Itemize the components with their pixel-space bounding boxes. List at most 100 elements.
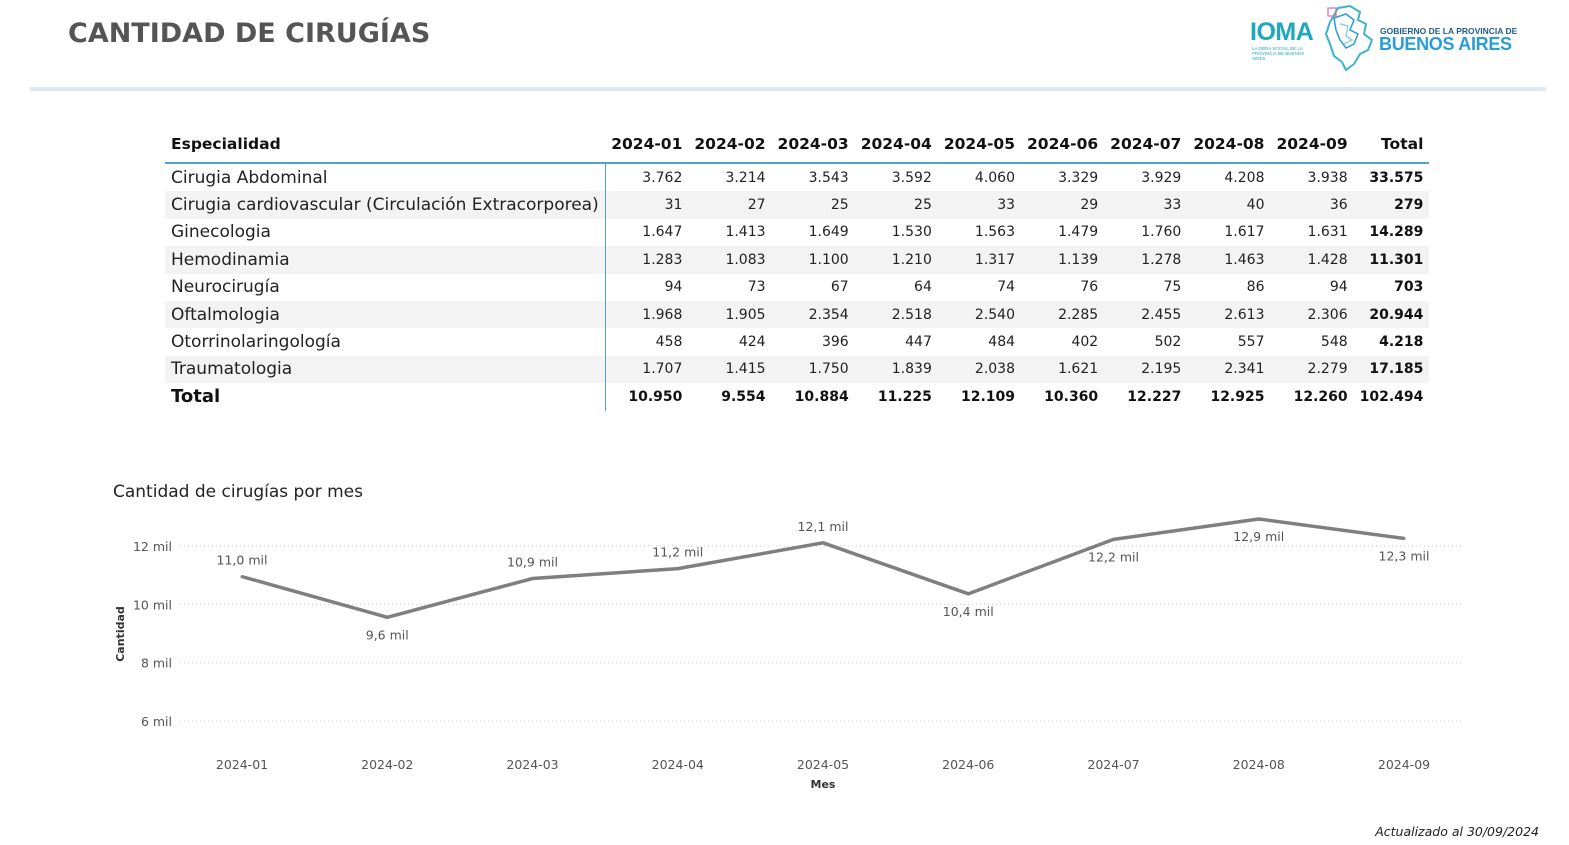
table-cell: 502 [1154, 334, 1182, 351]
table-row[interactable]: Cirugia Abdominal 3.762 3.214 3.543 3.592 4.0… [165, 163, 1429, 192]
table-cell: 12.109 [960, 388, 1016, 405]
table-cell: 12.260 [1293, 388, 1348, 405]
column-header-month[interactable]: 2024-07 [1104, 126, 1188, 164]
column-header-month[interactable]: 2024-03 [771, 126, 855, 164]
column-header-month[interactable]: 2024-02 [688, 126, 772, 164]
page-title: CANTIDAD DE CIRUGÍAS [68, 18, 431, 49]
x-tick-label: 2024-08 [1233, 757, 1285, 772]
table-row[interactable]: Hemodinamia 1.283 1.083 1.100 1.210 1.317 1.13… [165, 246, 1430, 274]
table-cell: 1.530 [891, 224, 932, 241]
table-cell: 2.613 [1187, 300, 1271, 329]
table-cell: 1.317 [937, 246, 1022, 274]
table-total-row[interactable]: Total 10.950 9.554 10.884 11.225 12.109 10.360… [165, 383, 1429, 411]
table-cell: 29 [1021, 191, 1105, 219]
table-cell: 2.540 [937, 300, 1022, 329]
row-total-cell: 11.301 [1353, 246, 1430, 274]
table-cell: 1.563 [974, 224, 1016, 241]
table-cell: 25 [854, 191, 938, 219]
logo-area: IOMA LA OBRA SOCIAL DE LA PROVINCIA DE B… [1248, 4, 1518, 72]
row-total-cell: 102.494 [1359, 388, 1424, 405]
row-label: Otorrinolaringología [165, 328, 606, 356]
table-cell: 4.060 [974, 169, 1016, 186]
table-cell: 557 [1237, 334, 1265, 351]
table-cell: 1.621 [1021, 355, 1105, 384]
table-cell: 40 [1187, 191, 1271, 219]
data-point [1402, 536, 1406, 540]
table-cell: 548 [1320, 334, 1348, 351]
column-header-month[interactable]: 2024-09 [1270, 126, 1354, 164]
data-label: 11,0 mil [217, 553, 268, 568]
row-total-cell: 14.289 [1369, 224, 1424, 241]
gov-logo-line2: BUENOS AIRES [1379, 34, 1512, 54]
row-total-cell: 703 [1394, 279, 1424, 296]
chart-title: Cantidad de cirugías por mes [113, 482, 363, 502]
table-cell: 2.279 [1270, 355, 1354, 384]
table-cell: 75 [1163, 279, 1182, 296]
row-total-cell: 17.185 [1353, 355, 1430, 384]
data-label: 12,2 mil [1088, 549, 1139, 564]
table-cell: 1.968 [605, 300, 689, 329]
table-cell: 396 [821, 334, 849, 351]
column-header-month[interactable]: 2024-06 [1021, 126, 1105, 164]
x-tick-label: 2024-03 [506, 757, 558, 772]
table-row[interactable]: Oftalmologia 1.968 1.905 2.354 2.518 2.540 2.2… [165, 300, 1430, 329]
table-cell: 2.455 [1104, 300, 1188, 329]
header-divider [30, 87, 1546, 91]
table-cell: 1.647 [642, 224, 683, 241]
table-cell: 3.762 [642, 169, 683, 186]
data-point [385, 615, 389, 619]
table-cell: 3.214 [725, 169, 766, 186]
column-header-month[interactable]: 2024-08 [1187, 126, 1271, 164]
column-header-month[interactable]: 2024-04 [854, 126, 938, 164]
row-label: Traumatologia [165, 355, 606, 384]
ioma-logo-subtitle: LA OBRA SOCIAL DE LA PROVINCIA DE BUENOS… [1252, 46, 1305, 61]
table-cell: 74 [997, 279, 1016, 296]
table-cell: 94 [664, 279, 683, 296]
row-label: Hemodinamia [165, 246, 606, 274]
data-label: 10,9 mil [507, 555, 558, 570]
table-cell: 12.227 [1127, 388, 1182, 405]
table-cell: 1.463 [1187, 246, 1271, 274]
x-tick-label: 2024-02 [361, 757, 413, 772]
table-cell: 1.415 [688, 355, 772, 384]
column-header-especialidad[interactable]: Especialidad [165, 126, 606, 164]
table-row[interactable]: Ginecologia 1.647 1.413 1.649 1.530 1.563 1.47… [165, 218, 1429, 247]
data-label: 12,9 mil [1233, 529, 1284, 544]
table-row[interactable]: Otorrinolaringología 458 424 396 447 484 402 50… [165, 328, 1429, 356]
table-cell: 1.617 [1224, 224, 1265, 241]
row-total-cell: 20.944 [1353, 300, 1430, 329]
table-cell: 1.760 [1141, 224, 1182, 241]
table-row[interactable]: Traumatologia 1.707 1.415 1.750 1.839 2.038 1.… [165, 355, 1430, 384]
data-point [1112, 537, 1115, 541]
table-cell: 2.038 [937, 355, 1022, 384]
table-cell: 1.283 [605, 246, 689, 274]
table-cell: 1.750 [771, 355, 855, 384]
data-point [821, 541, 825, 545]
table-cell: 1.479 [1058, 224, 1099, 241]
table-cell: 86 [1246, 279, 1265, 296]
x-tick-label: 2024-07 [1087, 757, 1139, 772]
data-point [1257, 517, 1261, 521]
x-tick-label: 2024-06 [942, 757, 994, 772]
x-tick-label: 2024-01 [216, 757, 268, 772]
table-cell: 4.208 [1224, 169, 1265, 186]
table-row[interactable]: Cirugia cardiovascular (Circulación Extr… [165, 191, 1430, 219]
table-cell: 1.707 [605, 355, 689, 384]
gov-logo-line1: GOBIERNO DE LA PROVINCIA DE [1380, 26, 1518, 36]
column-header-month[interactable]: 2024-05 [937, 126, 1022, 164]
table-cell: 402 [1071, 334, 1099, 351]
y-axis-title: Cantidad [114, 606, 127, 662]
y-tick-label: 6 mil [141, 714, 172, 729]
table-row[interactable]: Neurocirugía 94 73 67 64 74 76 75 86 94 703 [165, 273, 1429, 301]
table-cell: 31 [605, 191, 689, 219]
row-total-cell: 33.575 [1369, 169, 1424, 186]
table-cell: 9.554 [721, 388, 766, 405]
row-label: Ginecologia [165, 218, 606, 247]
column-header-month[interactable]: 2024-01 [605, 126, 689, 164]
table-cell: 1.100 [771, 246, 855, 274]
table-cell: 94 [1329, 279, 1348, 296]
column-header-total[interactable]: Total [1353, 126, 1430, 164]
data-point [966, 592, 970, 596]
row-label: Total [165, 383, 606, 411]
